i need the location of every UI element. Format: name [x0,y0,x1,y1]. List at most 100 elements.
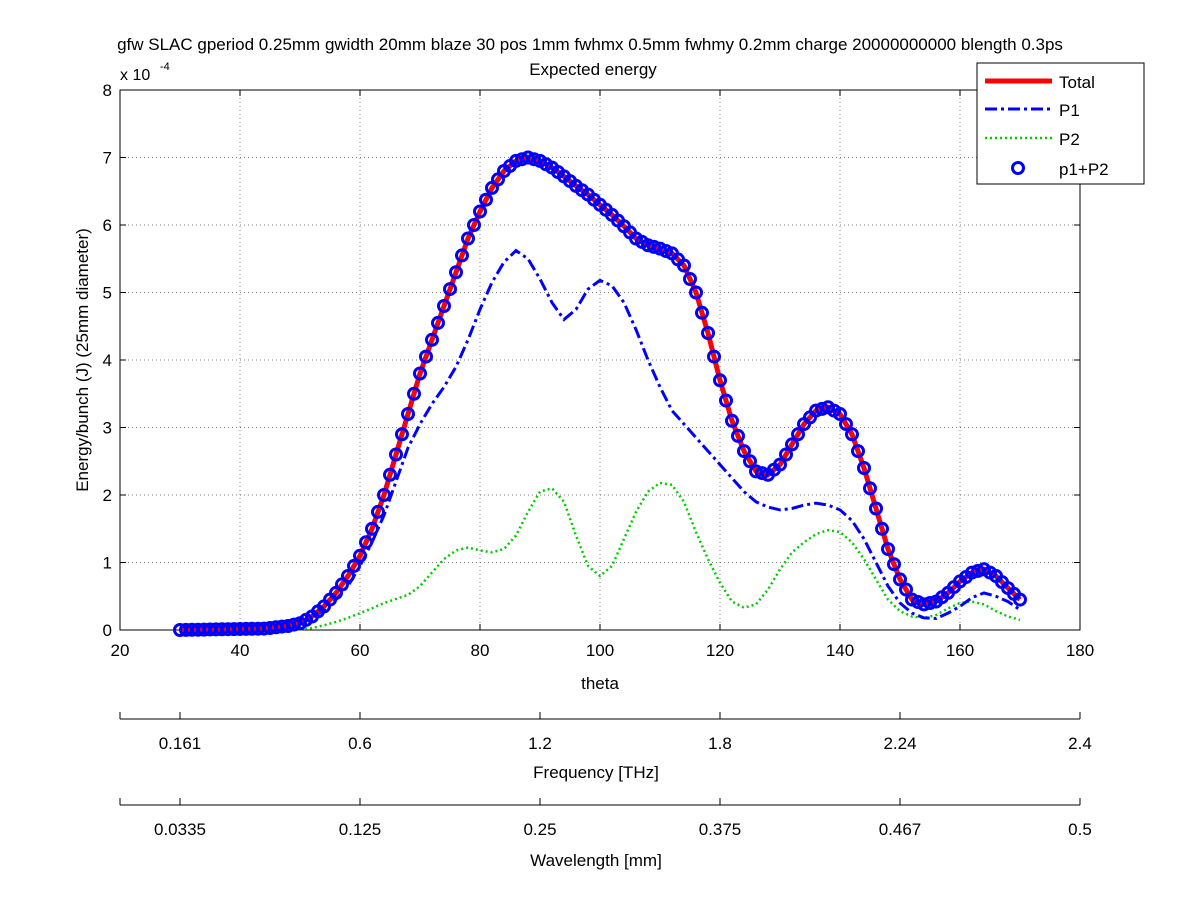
chart-subtitle: Expected energy [529,60,657,79]
secondary-tick-label: 0.125 [339,820,382,839]
series-sum-marker [755,466,769,481]
series-sum-marker [377,488,391,502]
secondary-tick-label: 0.25 [523,820,556,839]
series-sum-marker [881,542,895,556]
series-sum-marker [707,349,721,364]
series-sum-marker [683,272,697,286]
series-sum-marker [437,299,451,313]
series-sum-marker [413,366,427,381]
y-axis-label: Energy/bunch (J) (25mm diameter) [73,228,92,492]
series-sum-marker [449,265,463,280]
series-sum-marker [737,444,751,459]
legend-label-sum: p1+P2 [1059,160,1109,179]
y-tick-label: 6 [103,216,112,235]
series-sum-marker [383,467,397,482]
series-sum-marker [845,427,859,442]
series-sum-marker [851,444,865,459]
series-sum-marker [731,428,745,443]
series-sum-marker [647,239,661,254]
series-sum-marker [347,558,361,573]
series-sum-marker [473,204,487,219]
series-sum-marker [407,386,421,401]
x-tick-label: 20 [111,641,130,660]
series-sum-marker [401,407,415,421]
y-tick-label: 3 [103,419,112,438]
y-tick-label: 7 [103,149,112,168]
series-sum-marker [893,572,907,587]
secondary-axes: 0.161 0.6 1.2 1.8 2.24 2.4 Frequency [THz] 0.03… [119,712,1092,870]
series-sum-marker [713,373,727,388]
series-sum-marker [785,437,799,452]
legend: Total P1 P2 p1+P2 [976,62,1145,185]
secondary-tick-label: 0.161 [159,734,202,753]
y-tick-label: 0 [103,621,112,640]
series-sum-marker [431,315,445,330]
series-sum-marker [839,417,853,432]
series-sum-marker [743,454,757,469]
series-sum-marker [749,464,763,479]
secondary-tick-label: 0.6 [348,734,372,753]
legend-swatch-sum [1011,161,1025,175]
legend-label-total: Total [1059,73,1095,92]
series-sum-marker [833,407,847,421]
series-sum-marker [371,504,385,519]
y-tick-label: 1 [103,554,112,573]
x-tick-label: 140 [826,641,854,660]
y-multiplier-exponent: -4 [160,61,170,73]
series-sum-marker [965,565,979,580]
series-sum-marker [773,457,787,472]
x-axis-label: theta [581,674,619,693]
series-sum-marker [875,521,889,536]
series-sum-marker [923,596,937,610]
series-sum-marker [695,305,709,320]
x-tick-label: 40 [231,641,250,660]
series-sum-marker [527,152,541,167]
secondary-axis-label: Frequency [THz] [533,763,659,782]
y-tick-label: 8 [103,81,112,100]
secondary-tick-label: 0.5 [1068,820,1092,839]
series-sum-marker [641,238,655,253]
series-sum-marker [509,153,523,168]
series-sum-marker [353,548,367,563]
series-sum-marker [725,413,739,428]
series-sum-marker [809,403,823,418]
series-sum-marker [857,461,871,475]
series-sum-marker [461,231,475,246]
series-sum-marker [917,597,931,612]
x-tick-label: 120 [706,641,734,660]
series-sum-marker [719,393,733,408]
series-sum-marker [455,248,469,263]
x-tick-label: 80 [471,641,490,660]
series-sum-marker [899,582,913,597]
series-sum-marker [677,258,691,273]
series-sum-marker [365,521,379,536]
secondary-tick-label: 0.467 [879,820,922,839]
secondary-tick-label: 2.24 [883,734,916,753]
x-tick-label: 100 [586,641,614,660]
secondary-axis-label: Wavelength [mm] [530,851,662,870]
y-tick-label: 5 [103,284,112,303]
series-sum-marker [395,427,409,442]
grid-lines [120,90,1080,630]
series-sum-marker [287,617,301,632]
y-tick-label: 2 [103,486,112,505]
series-sum-marker [341,569,355,583]
chart-title: gfw SLAC gperiod 0.25mm gwidth 20mm blaz… [117,35,1063,54]
secondary-tick-label: 1.2 [528,734,552,753]
series-sum-marker [419,349,433,364]
series-sum-marker [869,501,883,516]
series-sum-marker [689,285,703,300]
series-sum-marker [443,282,457,297]
series-sum-marker [701,326,715,340]
secondary-tick-label: 0.0335 [154,820,206,839]
series-sum-marker [521,150,535,165]
series-sum-marker [425,332,439,347]
series-sum-marker [779,447,793,462]
y-tick-label: 4 [103,351,112,370]
series-layer [173,150,1027,637]
series-sum-marker [281,619,295,633]
x-tick-label: 60 [351,641,370,660]
series-sum-marker [359,535,373,550]
